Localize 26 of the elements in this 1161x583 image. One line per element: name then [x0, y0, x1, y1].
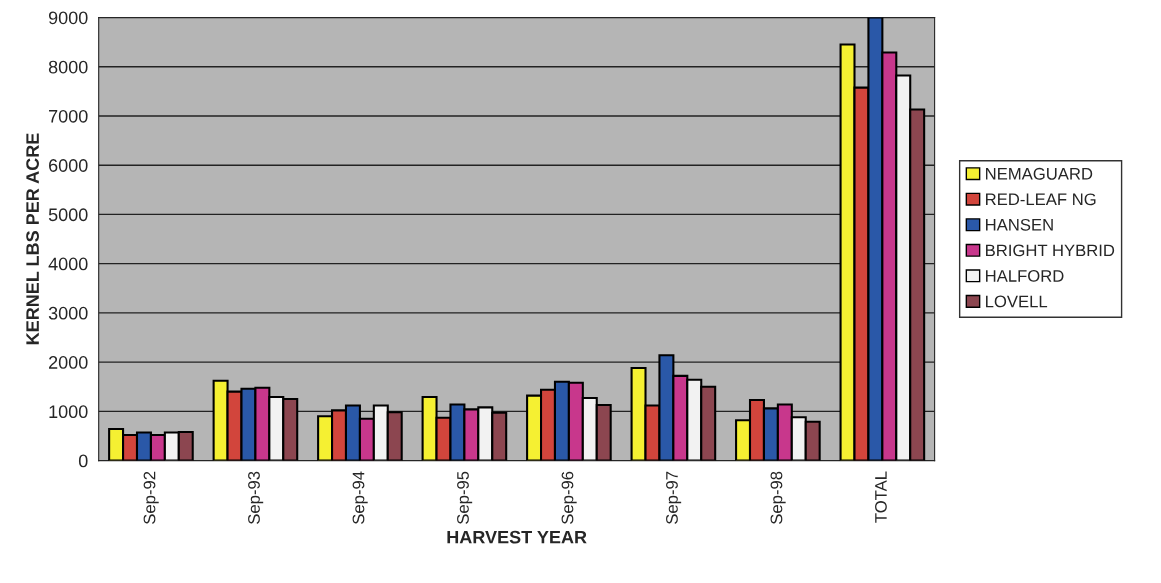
- legend-label: NEMAGUARD: [986, 167, 1093, 180]
- x-tick-label: Sep-92: [143, 471, 159, 524]
- legend-label: HANSEN: [986, 218, 1053, 231]
- y-tick-label: 5000: [48, 208, 88, 222]
- legend-label: BRIGHT HYBRID: [986, 244, 1115, 257]
- x-tick-label: Sep-96: [561, 471, 577, 524]
- x-tick-label: Sep-98: [770, 471, 786, 524]
- y-tick-label: 2000: [49, 356, 88, 369]
- y-tick-label: 8000: [48, 60, 88, 74]
- legend-label: RED-LEAF NG: [986, 193, 1096, 206]
- x-tick-label: Sep-94: [352, 471, 368, 524]
- x-tick-label: Sep-95: [457, 471, 473, 524]
- x-tick-label: TOTAL: [875, 471, 887, 523]
- y-tick-label: 3000: [48, 306, 88, 320]
- x-tick-label: Sep-93: [248, 471, 264, 524]
- x-axis-title: HARVEST YEAR: [447, 530, 587, 544]
- y-tick-label: 7000: [49, 109, 88, 123]
- y-tick-label: 9000: [48, 11, 88, 25]
- y-tick-label: 0: [78, 454, 88, 468]
- x-tick-label: Sep-97: [666, 471, 682, 524]
- legend-label: HALFORD: [986, 270, 1064, 282]
- y-axis-title: KERNEL LBS PER ACRE: [26, 133, 39, 345]
- y-tick-label: 4000: [48, 257, 88, 271]
- y-tick-label: 1000: [49, 405, 88, 419]
- legend-label: LOVELL: [986, 295, 1048, 308]
- y-tick-label: 6000: [49, 159, 88, 172]
